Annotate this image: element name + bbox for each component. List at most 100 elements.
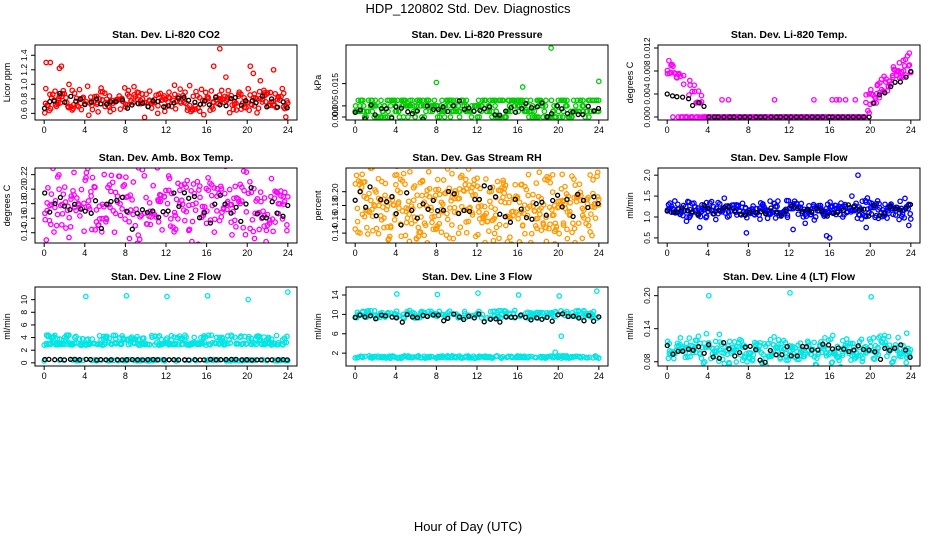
sample-point <box>787 290 793 296</box>
sample-point <box>502 222 509 229</box>
mean-point <box>41 105 48 112</box>
mean-point <box>580 197 587 204</box>
mean-point <box>185 97 192 103</box>
mean-point <box>866 114 872 120</box>
sample-point <box>470 192 476 199</box>
sample-point <box>434 291 441 298</box>
mean-point <box>186 357 192 363</box>
sample-point <box>534 225 540 232</box>
mean-point <box>46 356 52 363</box>
mean-point <box>269 357 275 363</box>
sample-point <box>218 87 225 94</box>
sample-point <box>695 88 702 94</box>
mean-point <box>87 356 94 363</box>
x-tick-label: 12 <box>161 371 171 381</box>
sample-point <box>230 106 237 113</box>
sample-point <box>98 336 104 343</box>
sample-point <box>159 227 165 233</box>
mean-point <box>253 100 259 106</box>
sample-point <box>393 291 400 297</box>
mean-point <box>742 114 748 120</box>
sample-point <box>127 192 134 198</box>
sample-point <box>798 200 805 207</box>
sample-point <box>449 222 455 228</box>
mean-point <box>171 100 177 106</box>
sample-point <box>590 308 597 315</box>
sample-point <box>595 355 602 361</box>
mean-point <box>664 342 670 349</box>
mean-point <box>197 357 203 363</box>
mean-point <box>575 111 581 118</box>
sample-point <box>590 176 596 183</box>
y-tick-label: 0 <box>19 360 29 365</box>
mean-point <box>861 206 867 212</box>
sample-point <box>218 185 225 192</box>
sample-point <box>716 331 723 338</box>
sample-point <box>811 96 817 103</box>
mean-point <box>192 357 198 363</box>
mean-point <box>160 209 166 215</box>
sample-point <box>771 334 777 340</box>
sample-point <box>526 353 533 360</box>
mean-point <box>280 99 286 105</box>
mean-point <box>565 313 571 320</box>
sample-point <box>516 199 523 206</box>
mean-point <box>903 205 909 212</box>
sample-point <box>284 289 291 295</box>
sample-point <box>405 198 412 205</box>
y-tick-label: 0.16 <box>19 210 29 227</box>
mean-point <box>860 346 867 353</box>
mean-point <box>150 208 156 214</box>
sample-point <box>216 92 223 98</box>
mean-point <box>846 348 852 355</box>
x-tick-label: 12 <box>472 371 482 381</box>
sample-point <box>165 187 172 194</box>
sample-point <box>250 70 257 77</box>
x-tick-label: 12 <box>784 371 794 381</box>
mean-point <box>156 214 162 220</box>
sample-point <box>121 182 128 188</box>
sample-point <box>543 244 547 248</box>
mean-point <box>794 205 800 212</box>
sample-point <box>506 193 513 200</box>
y-tick-label: 1.4 <box>19 49 29 61</box>
sample-point <box>397 189 404 196</box>
mean-point <box>519 105 525 112</box>
mean-point <box>82 208 88 214</box>
mean-point <box>124 208 130 214</box>
mean-point <box>736 349 743 356</box>
sample-point <box>357 230 363 236</box>
sample-point <box>489 184 496 191</box>
mean-point <box>108 99 114 105</box>
sample-point <box>101 171 108 178</box>
x-tick-label: 12 <box>784 125 794 135</box>
mean-point <box>539 100 545 106</box>
y-tick-label: 2 <box>330 351 340 356</box>
mean-point <box>119 97 126 103</box>
mean-point <box>425 206 431 212</box>
mean-point <box>57 194 64 201</box>
mean-point <box>398 222 404 228</box>
sample-point <box>808 211 815 218</box>
sample-point <box>272 219 279 225</box>
panel-points <box>664 50 914 120</box>
mean-point <box>753 347 759 353</box>
sample-point <box>96 215 103 222</box>
mean-point <box>134 357 141 363</box>
sample-point <box>157 90 164 97</box>
x-tick-label: 0 <box>42 125 47 135</box>
sample-point <box>163 187 169 194</box>
mean-point <box>721 114 727 120</box>
sample-point <box>559 114 566 120</box>
sample-point <box>73 195 80 201</box>
mean-point <box>357 312 363 318</box>
sample-point <box>117 200 123 207</box>
sample-point <box>666 57 672 64</box>
sample-point <box>352 103 359 109</box>
sample-point <box>426 193 433 200</box>
sample-point <box>214 208 220 214</box>
sample-point <box>131 83 137 90</box>
sample-point <box>790 226 796 233</box>
sample-point <box>441 108 448 115</box>
mean-point <box>113 98 119 105</box>
